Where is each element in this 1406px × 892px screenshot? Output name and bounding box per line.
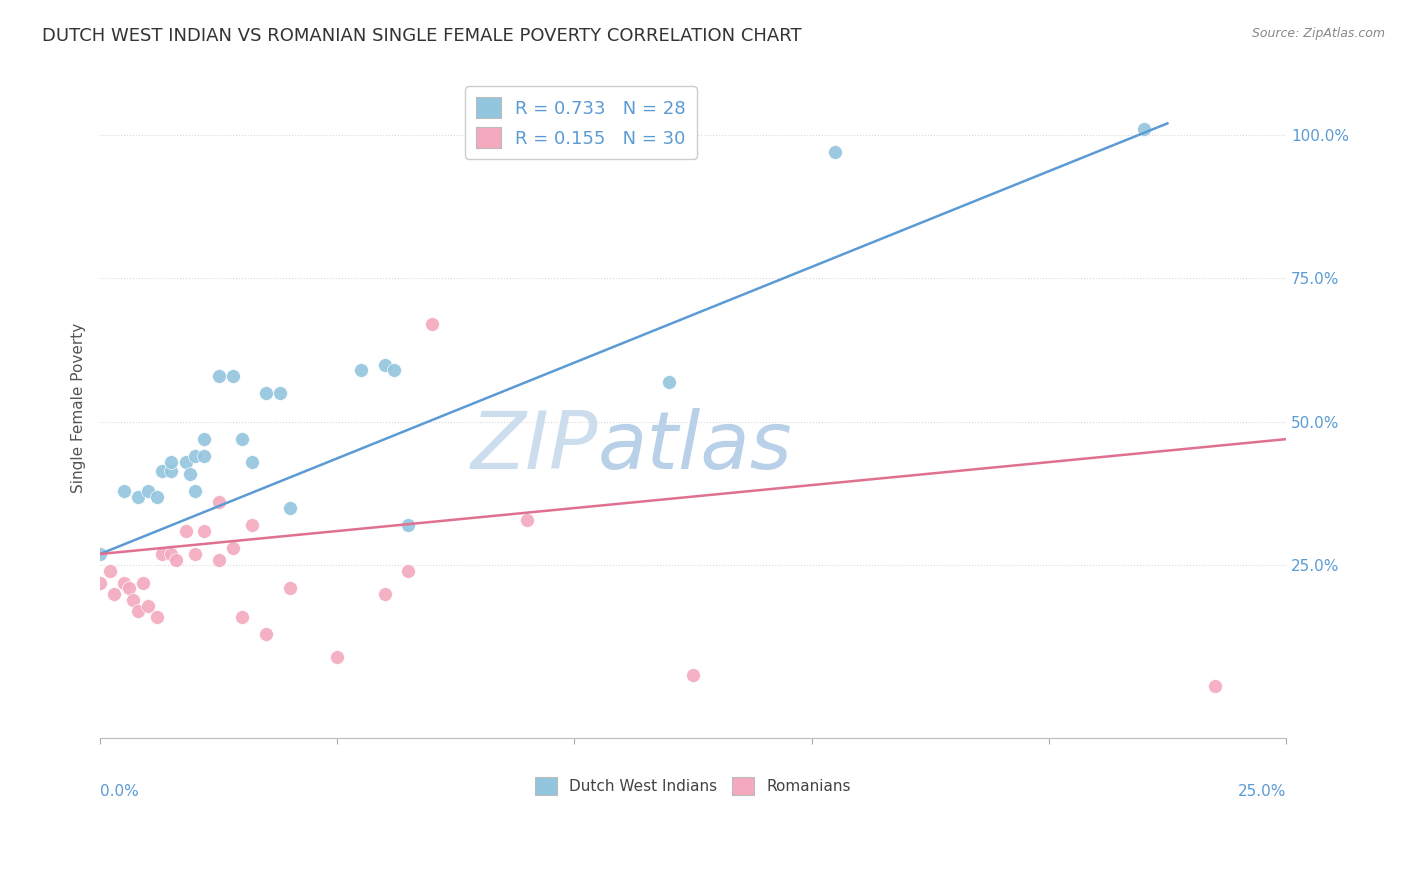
Point xyxy=(240,518,263,533)
Point xyxy=(112,483,135,498)
Point xyxy=(165,553,187,567)
Text: 0.0%: 0.0% xyxy=(100,784,139,798)
Point xyxy=(117,582,139,596)
Point xyxy=(326,650,349,665)
Point xyxy=(420,318,443,332)
Point xyxy=(516,512,538,526)
Point xyxy=(122,593,145,607)
Point xyxy=(146,490,169,504)
Point xyxy=(160,455,183,469)
Point xyxy=(89,575,111,590)
Point xyxy=(160,464,183,478)
Point xyxy=(222,369,245,384)
Point xyxy=(89,547,111,561)
Point xyxy=(112,575,135,590)
Point xyxy=(398,564,420,578)
Point xyxy=(184,483,207,498)
Point xyxy=(150,464,173,478)
Point xyxy=(231,432,253,446)
Point xyxy=(136,599,159,613)
Point xyxy=(174,524,197,538)
Point xyxy=(269,386,291,401)
Point xyxy=(208,369,231,384)
Point xyxy=(374,587,396,601)
Point xyxy=(184,450,207,464)
Point xyxy=(231,610,253,624)
Point xyxy=(398,518,420,533)
Text: DUTCH WEST INDIAN VS ROMANIAN SINGLE FEMALE POVERTY CORRELATION CHART: DUTCH WEST INDIAN VS ROMANIAN SINGLE FEM… xyxy=(42,27,801,45)
Point xyxy=(127,604,149,618)
Point xyxy=(179,467,201,481)
Text: Source: ZipAtlas.com: Source: ZipAtlas.com xyxy=(1251,27,1385,40)
Point xyxy=(127,490,149,504)
Text: atlas: atlas xyxy=(598,409,793,486)
Point xyxy=(222,541,245,556)
Point xyxy=(132,575,155,590)
Point xyxy=(193,450,215,464)
Point xyxy=(1204,679,1226,693)
Point xyxy=(103,587,125,601)
Point xyxy=(350,363,373,377)
Point xyxy=(254,627,277,641)
Point xyxy=(150,547,173,561)
Point xyxy=(193,524,215,538)
Point xyxy=(240,455,263,469)
Point xyxy=(208,553,231,567)
Point xyxy=(208,495,231,509)
Point xyxy=(278,582,301,596)
Point xyxy=(98,564,121,578)
Point xyxy=(146,610,169,624)
Point xyxy=(193,432,215,446)
Point xyxy=(174,455,197,469)
Point xyxy=(136,483,159,498)
Legend: Dutch West Indians, Romanians: Dutch West Indians, Romanians xyxy=(527,770,858,803)
Text: ZIP: ZIP xyxy=(471,409,598,486)
Point xyxy=(824,145,846,159)
Point xyxy=(184,547,207,561)
Point xyxy=(254,386,277,401)
Point xyxy=(278,501,301,516)
Point xyxy=(382,363,405,377)
Point xyxy=(658,375,681,389)
Point xyxy=(374,358,396,372)
Text: 25.0%: 25.0% xyxy=(1237,784,1286,798)
Point xyxy=(160,547,183,561)
Y-axis label: Single Female Poverty: Single Female Poverty xyxy=(72,323,86,492)
Point xyxy=(682,667,704,681)
Point xyxy=(1132,122,1154,136)
